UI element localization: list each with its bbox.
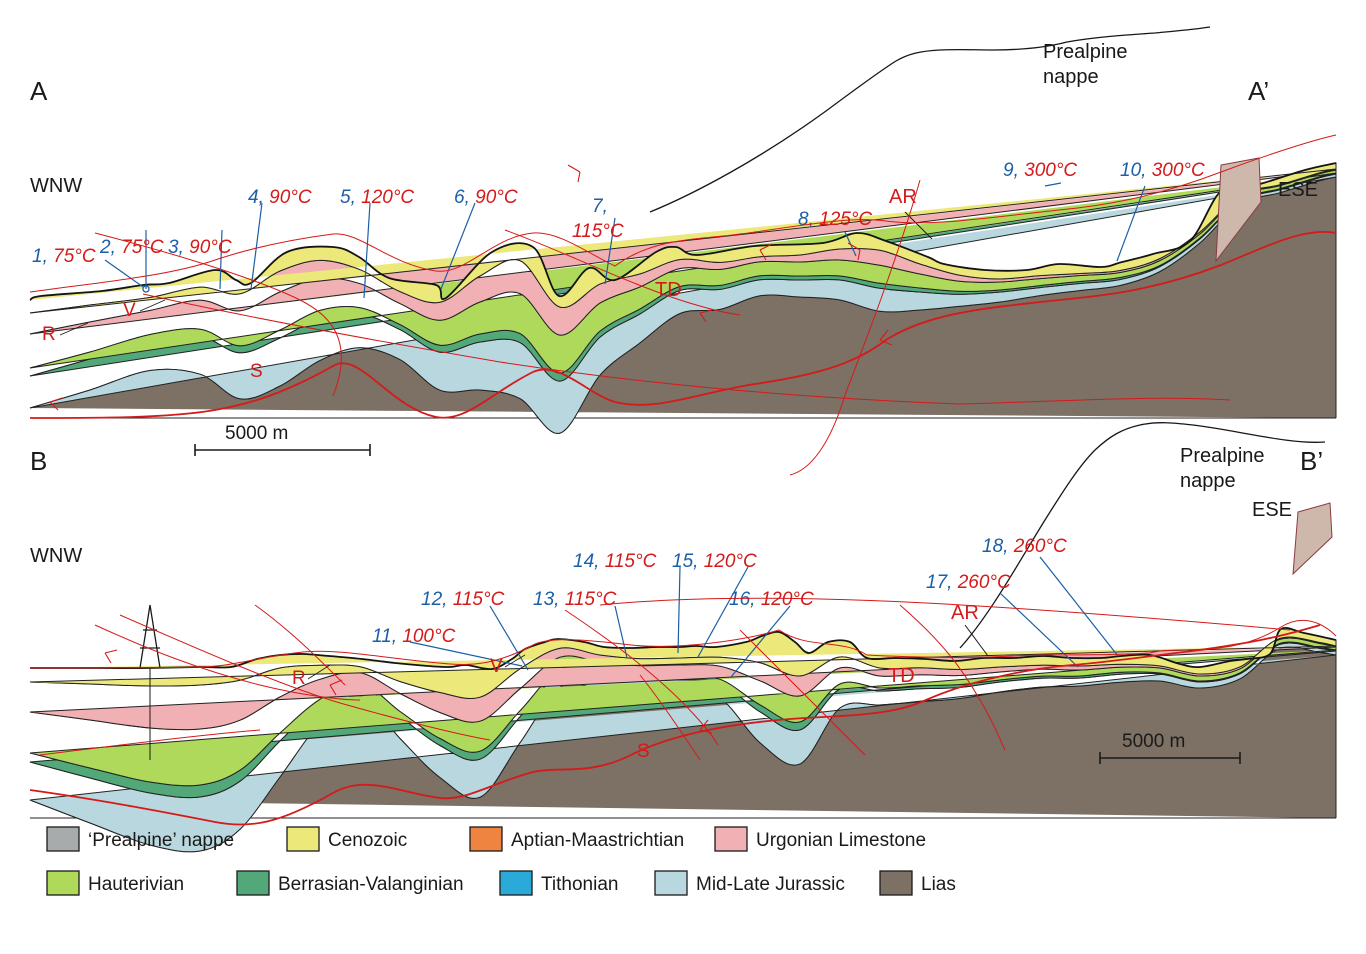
svg-text:3, 90°C: 3, 90°C (168, 237, 232, 258)
svg-text:B’: B’ (1300, 446, 1323, 476)
svg-text:17, 260°C: 17, 260°C (926, 572, 1011, 593)
svg-text:R: R (42, 324, 56, 345)
svg-text:ESE: ESE (1252, 499, 1292, 521)
svg-text:9, 300°C: 9, 300°C (1003, 160, 1077, 181)
svg-text:5000 m: 5000 m (1122, 731, 1185, 752)
svg-text:B: B (30, 446, 47, 476)
svg-text:7,: 7, (592, 196, 608, 217)
svg-text:15, 120°C: 15, 120°C (672, 551, 757, 572)
svg-text:Prealpine: Prealpine (1043, 41, 1128, 63)
svg-text:nappe: nappe (1180, 470, 1236, 492)
svg-text:A: A (30, 76, 48, 106)
svg-text:4, 90°C: 4, 90°C (248, 187, 312, 208)
svg-text:5, 120°C: 5, 120°C (340, 187, 414, 208)
svg-text:Tithonian: Tithonian (541, 874, 618, 895)
svg-text:115°C: 115°C (572, 221, 624, 242)
svg-text:Berrasian-Valanginian: Berrasian-Valanginian (278, 874, 464, 895)
svg-text:6, 90°C: 6, 90°C (454, 187, 518, 208)
svg-text:V: V (123, 300, 136, 321)
svg-text:nappe: nappe (1043, 66, 1099, 88)
svg-text:Urgonian Limestone: Urgonian Limestone (756, 830, 926, 851)
svg-text:A’: A’ (1248, 76, 1269, 106)
svg-text:16, 120°C: 16, 120°C (729, 589, 814, 610)
svg-text:Lias: Lias (921, 874, 956, 895)
svg-text:Hauterivian: Hauterivian (88, 874, 184, 895)
svg-text:14, 115°C: 14, 115°C (573, 551, 657, 572)
svg-text:12, 115°C: 12, 115°C (421, 589, 505, 610)
svg-text:‘Prealpine’ nappe: ‘Prealpine’ nappe (88, 830, 234, 851)
svg-text:2, 75°C: 2, 75°C (99, 237, 164, 258)
svg-text:ESE: ESE (1278, 179, 1318, 201)
svg-text:1, 75°C: 1, 75°C (32, 246, 96, 267)
svg-text:Mid-Late Jurassic: Mid-Late Jurassic (696, 874, 845, 895)
svg-text:R: R (292, 668, 306, 689)
svg-text:Prealpine: Prealpine (1180, 445, 1265, 467)
svg-text:WNW: WNW (30, 545, 82, 567)
svg-text:TD: TD (655, 279, 682, 301)
svg-text:5000 m: 5000 m (225, 423, 288, 444)
svg-text:11, 100°C: 11, 100°C (372, 626, 456, 647)
svg-text:10, 300°C: 10, 300°C (1120, 160, 1205, 181)
svg-text:18, 260°C: 18, 260°C (982, 536, 1067, 557)
svg-text:Aptian-Maastrichtian: Aptian-Maastrichtian (511, 830, 684, 851)
svg-text:WNW: WNW (30, 175, 82, 197)
svg-text:Cenozoic: Cenozoic (328, 830, 407, 851)
svg-text:13, 115°C: 13, 115°C (533, 589, 617, 610)
svg-text:TD: TD (888, 665, 915, 687)
svg-text:S: S (250, 361, 263, 382)
